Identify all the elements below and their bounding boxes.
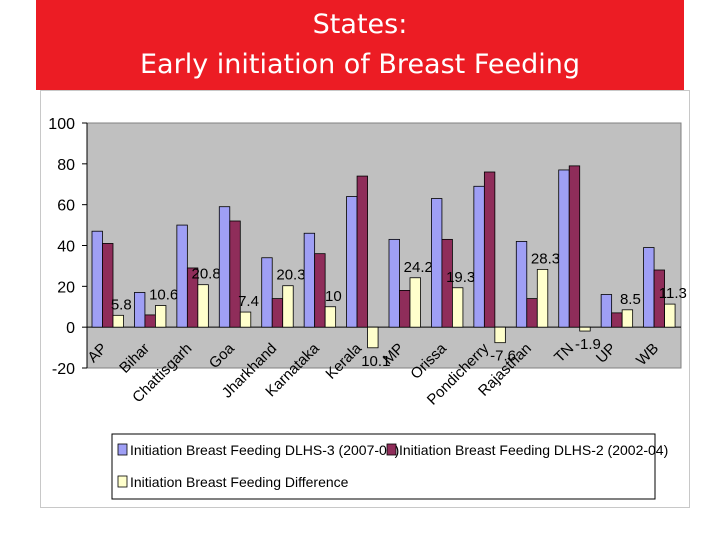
bar-kerala-series-3 xyxy=(367,326,379,349)
bar-tn-series-2 xyxy=(568,165,581,328)
y-tick-label-4: 20 xyxy=(57,279,75,296)
bar-orissa-series-2 xyxy=(441,238,453,328)
y-tick-label-1: 80 xyxy=(57,157,75,174)
data-label-12: 8.5 xyxy=(620,291,641,308)
bar-pondicherry-series-1 xyxy=(473,185,485,328)
data-label-8: 19.3 xyxy=(446,269,475,286)
bar-karnataka-series-2 xyxy=(314,253,326,328)
y-tick-label-3: 40 xyxy=(57,239,75,256)
bar-bihar-series-1 xyxy=(134,292,146,328)
bar-goa-series-3 xyxy=(239,311,252,328)
bar-bihar-series-2 xyxy=(144,314,156,328)
bar-ap-series-3 xyxy=(112,314,124,328)
bar-rajasthan-series-1 xyxy=(515,241,528,328)
bar-jharkhand-series-1 xyxy=(261,257,273,328)
slide-title-band: States: Early initiation of Breast Feedi… xyxy=(36,0,684,90)
legend-label-1: Initiation Breast Feeding DLHS-3 (2007-0… xyxy=(130,442,399,458)
bar-ap-series-1 xyxy=(91,230,103,328)
data-label-10: 28.3 xyxy=(531,250,560,267)
y-tick-label-2: 60 xyxy=(57,198,75,215)
data-label-13: 11.3 xyxy=(659,285,687,302)
slide-title-line-1: States: xyxy=(312,9,408,40)
data-label-1: 10.6 xyxy=(149,287,178,304)
bar-mp-series-3 xyxy=(409,277,421,328)
data-label-0: 5.8 xyxy=(111,296,132,313)
legend-swatch-2 xyxy=(386,443,397,456)
bar-wb-series-1 xyxy=(643,247,655,328)
bar-bihar-series-3 xyxy=(155,305,167,328)
y-tick-label-6: -20 xyxy=(52,361,75,378)
bar-rajasthan-series-2 xyxy=(526,298,538,328)
bar-mp-series-1 xyxy=(388,238,400,328)
bar-orissa-series-1 xyxy=(431,198,443,328)
bar-wb-series-3 xyxy=(664,303,676,328)
y-tick-label-0: 100 xyxy=(48,116,75,133)
legend-box xyxy=(111,433,656,500)
data-label-11: -1.9 xyxy=(575,336,601,353)
bar-tn-series-1 xyxy=(558,169,570,328)
data-label-9: -7.6 xyxy=(490,348,516,365)
legend-label-2: Initiation Breast Feeding DLHS-2 (2002-0… xyxy=(399,442,668,458)
bar-ap-series-2 xyxy=(102,243,114,328)
legend-swatch-3 xyxy=(117,475,128,488)
bar-kerala-series-1 xyxy=(346,196,358,328)
bar-chattisgarh-series-3 xyxy=(197,284,209,328)
data-label-3: 7.4 xyxy=(238,293,259,310)
bar-tn-series-3 xyxy=(579,326,591,332)
bar-goa-series-1 xyxy=(218,206,231,328)
bar-goa-series-2 xyxy=(229,220,241,328)
data-label-5: 10 xyxy=(325,288,342,305)
bar-jharkhand-series-3 xyxy=(282,285,294,328)
bar-chattisgarh-series-1 xyxy=(176,224,188,328)
data-label-4: 20.3 xyxy=(276,267,305,284)
y-tick-label-5: 0 xyxy=(66,320,75,337)
bar-pondicherry-series-2 xyxy=(483,171,496,328)
data-label-2: 20.8 xyxy=(192,266,221,283)
data-label-7: 24.2 xyxy=(404,259,433,276)
bar-up-series-2 xyxy=(611,312,623,328)
legend-swatch-1 xyxy=(117,443,128,456)
plot-area xyxy=(86,122,682,369)
bar-mp-series-2 xyxy=(399,290,411,328)
bar-up-series-3 xyxy=(621,309,634,328)
legend-label-3: Initiation Breast Feeding Difference xyxy=(130,474,349,490)
bar-pondicherry-series-3 xyxy=(494,326,506,344)
bar-karnataka-series-1 xyxy=(303,232,316,328)
bar-jharkhand-series-2 xyxy=(271,298,284,328)
bar-wb-series-2 xyxy=(653,269,665,328)
data-label-6: 10.1 xyxy=(361,353,390,370)
bar-up-series-1 xyxy=(600,294,613,328)
bar-orissa-series-3 xyxy=(452,287,464,328)
bar-rajasthan-series-3 xyxy=(536,268,549,328)
slide-title-line-2: Early initiation of Breast Feeding xyxy=(139,49,580,80)
bar-kerala-series-2 xyxy=(356,175,368,328)
bar-karnataka-series-3 xyxy=(324,306,337,328)
